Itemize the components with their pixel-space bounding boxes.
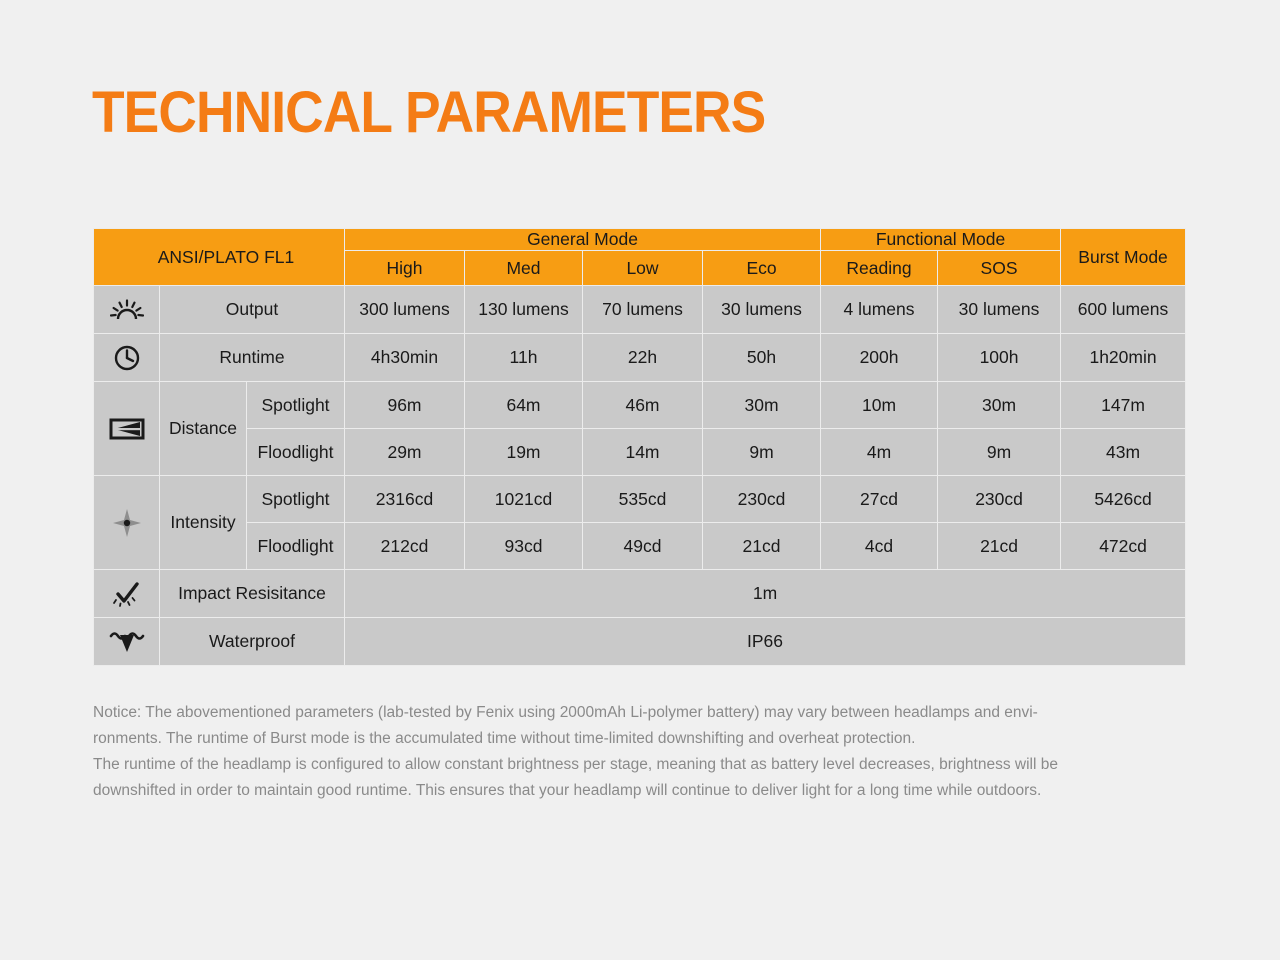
cell-runtime-burst: 1h20min [1060, 333, 1187, 382]
column-header-reading: Reading [820, 250, 939, 286]
cell-intensity-spotlight-high: 2316cd [344, 475, 465, 523]
cell-runtime-eco: 50h [701, 333, 822, 382]
cell-distance-floodlight-burst: 43m [1060, 428, 1187, 476]
waterproof-drop-icon [93, 617, 160, 666]
table-row-waterproof: Waterproof IP66 [93, 617, 1187, 666]
cell-distance-spotlight-high: 96m [344, 381, 465, 429]
table-row-runtime: Runtime 4h30min 11h 22h 50h 200h 100h 1h… [93, 333, 1187, 382]
table-row-intensity-spotlight: Intensity Spotlight 2316cd 1021cd 535cd … [93, 475, 1187, 570]
cell-distance-spotlight-low: 46m [582, 381, 703, 429]
cell-distance-floodlight-low: 14m [582, 428, 703, 476]
cell-output-burst: 600 lumens [1060, 285, 1187, 334]
cell-impact-resistance-value: 1m [343, 569, 1187, 618]
notice-line-4: downshifted in order to maintain good ru… [93, 782, 1042, 799]
beam-distance-icon [93, 381, 160, 476]
specifications-table: ANSI/PLATO FL1 General Mode Functional M… [93, 228, 1187, 666]
notice-line-2: ronments. The runtime of Burst mode is t… [93, 730, 916, 747]
row-label-runtime: Runtime [159, 333, 345, 382]
cell-output-med: 130 lumens [464, 285, 583, 334]
column-header-high: High [344, 250, 465, 286]
group-header-burst-mode: Burst Mode [1060, 228, 1187, 286]
cell-distance-spotlight-sos: 30m [937, 381, 1062, 429]
row-label-distance: Distance [159, 381, 247, 476]
cell-intensity-floodlight-low: 49cd [582, 522, 703, 570]
notice-line-3: The runtime of the headlamp is configure… [93, 756, 1058, 773]
notice-block: Notice: The abovementioned parameters (l… [93, 700, 1188, 804]
cell-runtime-high: 4h30min [344, 333, 465, 382]
cell-distance-floodlight-high: 29m [344, 428, 465, 476]
cell-intensity-spotlight-eco: 230cd [701, 475, 822, 523]
clock-icon [93, 333, 160, 382]
intensity-star-icon [93, 475, 160, 570]
cell-distance-floodlight-reading: 4m [820, 428, 939, 476]
impact-check-icon [93, 569, 160, 618]
cell-intensity-floodlight-reading: 4cd [820, 522, 939, 570]
row-label-intensity: Intensity [159, 475, 247, 570]
table-row-impact-resistance: Impact Resisitance 1m [93, 569, 1187, 618]
cell-intensity-spotlight-med: 1021cd [464, 475, 583, 523]
cell-waterproof-value: IP66 [343, 617, 1187, 666]
cell-intensity-spotlight-burst: 5426cd [1060, 475, 1187, 523]
cell-intensity-floodlight-eco: 21cd [701, 522, 822, 570]
cell-distance-spotlight-eco: 30m [701, 381, 822, 429]
cell-distance-spotlight-reading: 10m [820, 381, 939, 429]
row-label-output: Output [159, 285, 345, 334]
cell-distance-floodlight-sos: 9m [937, 428, 1062, 476]
cell-runtime-sos: 100h [937, 333, 1062, 382]
cell-runtime-low: 22h [582, 333, 703, 382]
page-title: TECHNICAL PARAMETERS [92, 80, 766, 145]
row-label-impact-resistance: Impact Resisitance [159, 569, 345, 618]
cell-output-low: 70 lumens [582, 285, 703, 334]
group-header-general-mode: General Mode [343, 228, 822, 251]
table-header-column-row: High Med Low Eco Reading SOS [94, 250, 1186, 286]
cell-output-eco: 30 lumens [701, 285, 822, 334]
cell-output-reading: 4 lumens [820, 285, 939, 334]
sub-label-distance-floodlight: Floodlight [246, 428, 345, 476]
cell-intensity-floodlight-high: 212cd [344, 522, 465, 570]
sub-label-intensity-spotlight: Spotlight [246, 475, 345, 523]
row-label-waterproof: Waterproof [159, 617, 345, 666]
cell-intensity-floodlight-med: 93cd [464, 522, 583, 570]
cell-runtime-med: 11h [464, 333, 583, 382]
cell-intensity-spotlight-low: 535cd [582, 475, 703, 523]
sub-label-intensity-floodlight: Floodlight [246, 522, 345, 570]
corner-label: ANSI/PLATO FL1 [93, 228, 345, 286]
column-header-med: Med [464, 250, 583, 286]
cell-runtime-reading: 200h [820, 333, 939, 382]
sub-label-distance-spotlight: Spotlight [246, 381, 345, 429]
cell-distance-floodlight-eco: 9m [701, 428, 822, 476]
table-row-distance-spotlight: Distance Spotlight 96m 64m 46m 30m 10m 3… [93, 381, 1187, 476]
cell-intensity-floodlight-burst: 472cd [1060, 522, 1187, 570]
group-header-functional-mode: Functional Mode [820, 228, 1062, 251]
cell-output-high: 300 lumens [344, 285, 465, 334]
cell-distance-floodlight-med: 19m [464, 428, 583, 476]
cell-intensity-spotlight-reading: 27cd [820, 475, 939, 523]
cell-intensity-floodlight-sos: 21cd [937, 522, 1062, 570]
cell-intensity-spotlight-sos: 230cd [937, 475, 1062, 523]
table-row-distance-floodlight: Floodlight 29m 19m 14m 9m 4m 9m 43m [94, 428, 1187, 476]
light-output-icon [93, 285, 160, 334]
cell-distance-spotlight-med: 64m [464, 381, 583, 429]
table-row-output: Output 300 lumens 130 lumens 70 lumens 3… [93, 285, 1187, 334]
notice-line-1: Notice: The abovementioned parameters (l… [93, 704, 1038, 721]
cell-output-sos: 30 lumens [937, 285, 1062, 334]
table-row-intensity-floodlight: Floodlight 212cd 93cd 49cd 21cd 4cd 21cd… [94, 522, 1187, 570]
column-header-low: Low [582, 250, 703, 286]
column-header-eco: Eco [701, 250, 822, 286]
table-header-group-row: ANSI/PLATO FL1 General Mode Functional M… [93, 228, 1187, 286]
cell-distance-spotlight-burst: 147m [1060, 381, 1187, 429]
column-header-sos: SOS [937, 250, 1062, 286]
